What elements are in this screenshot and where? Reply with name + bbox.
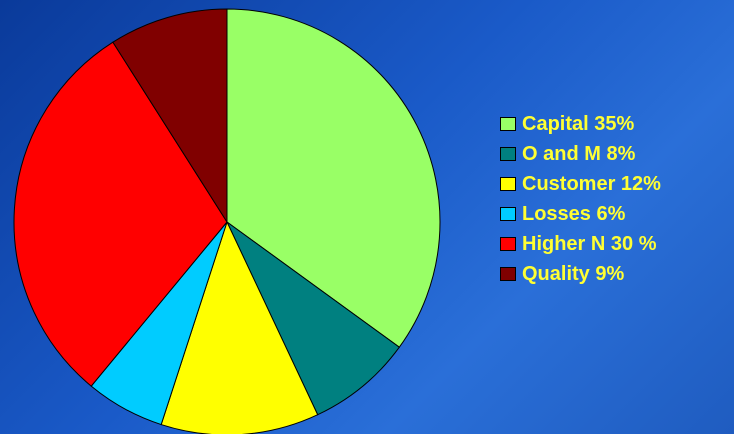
- legend-swatch: [500, 117, 516, 131]
- legend-label: Losses 6%: [522, 203, 626, 225]
- pie-slice-2: [160, 220, 319, 434]
- legend-swatch: [500, 147, 516, 161]
- legend-item-3: Losses 6%: [500, 199, 734, 229]
- pie-slice-4: [13, 41, 228, 387]
- legend: Capital 35% O and M 8% Customer 12% Losses …: [500, 109, 734, 289]
- legend-swatch: [500, 207, 516, 221]
- legend-swatch: [500, 177, 516, 191]
- legend-label: O and M 8%: [522, 143, 636, 165]
- pie-slice-1: [226, 221, 401, 416]
- legend-swatch: [500, 267, 516, 281]
- legend-item-5: Quality 9%: [500, 259, 734, 289]
- legend-label: Higher N 30 %: [522, 233, 657, 255]
- pie-slice-0: [226, 8, 441, 348]
- legend-label: Customer 12%: [522, 173, 661, 195]
- pie-slice-5: [112, 8, 228, 224]
- legend-label: Capital 35%: [522, 113, 635, 135]
- legend-swatch: [500, 237, 516, 251]
- legend-item-1: O and M 8%: [500, 139, 734, 169]
- legend-label: Quality 9%: [522, 263, 625, 285]
- legend-item-4: Higher N 30 %: [500, 229, 734, 259]
- legend-item-0: Capital 35%: [500, 109, 734, 139]
- legend-item-2: Customer 12%: [500, 169, 734, 199]
